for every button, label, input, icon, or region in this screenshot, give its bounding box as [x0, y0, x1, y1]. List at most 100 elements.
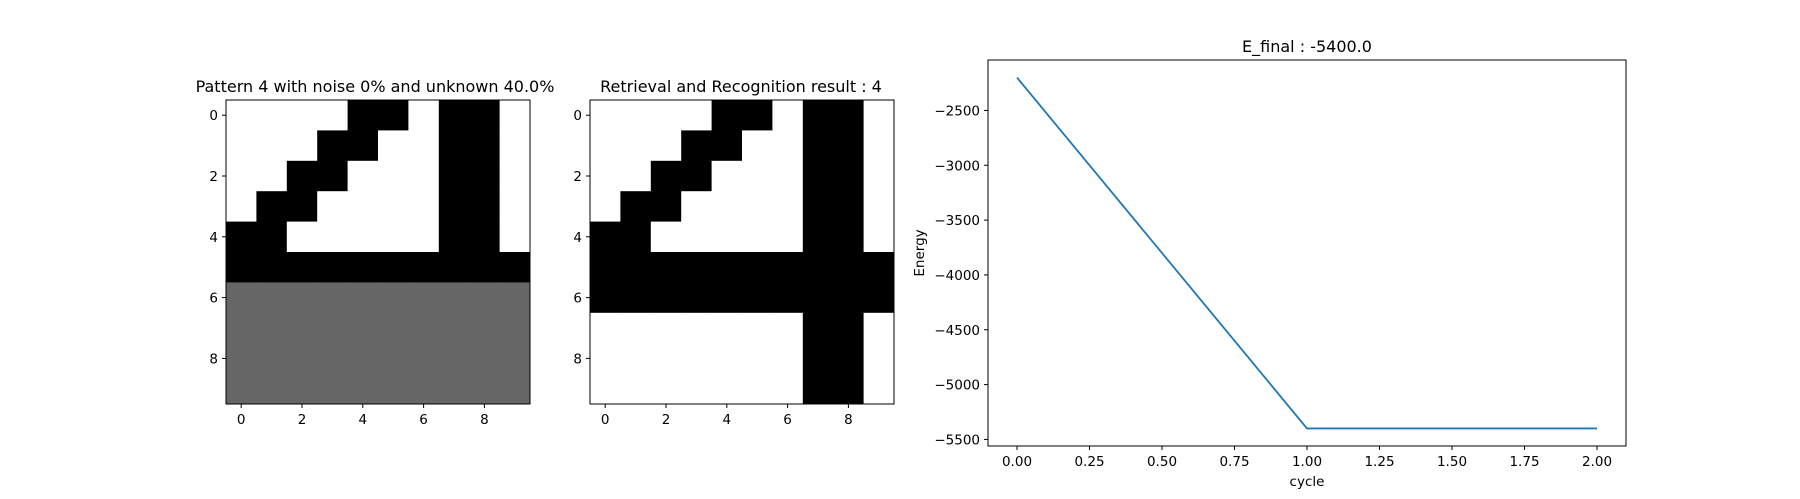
retrieval-cell [833, 252, 864, 283]
retrieval-cell [802, 191, 834, 222]
retrieval-cell [590, 312, 621, 344]
retrieval-cell [681, 282, 712, 314]
retrieval-cell [620, 312, 652, 344]
pattern-cell [347, 343, 379, 374]
pattern-cell [469, 130, 500, 162]
retrieval-cell [863, 221, 895, 253]
retrieval-cell [681, 221, 712, 253]
retrieval-ytick-label: 6 [573, 291, 582, 307]
pattern-cell [499, 282, 531, 314]
pattern-cell [347, 130, 379, 162]
pattern-cell [408, 221, 440, 253]
retrieval-cell [863, 100, 895, 131]
energy-xlabel: cycle [1290, 474, 1325, 490]
pattern-cell [408, 252, 440, 283]
retrieval-cell [802, 282, 834, 314]
pattern-cell [256, 130, 288, 162]
pattern-cell [226, 191, 257, 222]
retrieval-cell [742, 100, 773, 131]
pattern-cell [378, 221, 409, 253]
retrieval-cell [742, 373, 773, 405]
retrieval-cell [772, 373, 804, 405]
pattern-cell [317, 160, 348, 192]
pattern-cell [408, 282, 440, 314]
pattern-panel: Pattern 4 with noise 0% and unknown 40.0… [196, 77, 555, 428]
pattern-cell [347, 100, 379, 131]
pattern-xtick-label: 6 [419, 412, 428, 428]
retrieval-cell [772, 130, 804, 162]
pattern-cell [499, 252, 531, 283]
pattern-cell [347, 373, 379, 405]
pattern-cell [317, 373, 348, 405]
pattern-cell [378, 130, 409, 162]
retrieval-cell [833, 130, 864, 162]
retrieval-cell [833, 160, 864, 192]
retrieval-cell [711, 221, 743, 253]
retrieval-cell [772, 160, 804, 192]
pattern-cell [378, 343, 409, 374]
retrieval-cell [650, 373, 682, 405]
retrieval-cell [802, 160, 834, 192]
retrieval-ytick-label: 0 [573, 108, 582, 124]
pattern-cell [317, 343, 348, 374]
pattern-cell [469, 221, 500, 253]
pattern-cell [438, 252, 470, 283]
pattern-cell [378, 160, 409, 192]
pattern-cell [408, 100, 440, 131]
pattern-cell [378, 191, 409, 222]
retrieval-cell [742, 221, 773, 253]
pattern-cell [286, 373, 318, 405]
retrieval-xtick-label: 6 [783, 412, 792, 428]
retrieval-cell [650, 312, 682, 344]
energy-xtick-label: 2.00 [1582, 454, 1612, 470]
pattern-cell [347, 282, 379, 314]
retrieval-cell [833, 312, 864, 344]
retrieval-cell [742, 282, 773, 314]
retrieval-cell [711, 160, 743, 192]
retrieval-cell [802, 312, 834, 344]
retrieval-cell [802, 221, 834, 253]
retrieval-cell [620, 282, 652, 314]
pattern-cell [469, 343, 500, 374]
pattern-cell [226, 160, 257, 192]
pattern-cell [226, 343, 257, 374]
pattern-cell [438, 312, 470, 344]
retrieval-cell [711, 343, 743, 374]
retrieval-xtick-label: 0 [601, 412, 610, 428]
retrieval-cell [620, 373, 652, 405]
pattern-cell [438, 130, 470, 162]
retrieval-cell [742, 191, 773, 222]
retrieval-ytick-label: 8 [573, 351, 582, 367]
retrieval-cell [772, 221, 804, 253]
retrieval-cell [650, 160, 682, 192]
retrieval-cell [833, 282, 864, 314]
pattern-ytick-label: 0 [209, 108, 218, 124]
retrieval-cell [590, 373, 621, 405]
energy-ytick-label: −4500 [934, 323, 980, 339]
pattern-cell [499, 343, 531, 374]
retrieval-title: Retrieval and Recognition result : 4 [600, 77, 882, 96]
pattern-cell [378, 373, 409, 405]
pattern-cell [256, 221, 288, 253]
retrieval-cell [590, 282, 621, 314]
retrieval-cell [650, 282, 682, 314]
pattern-xtick-label: 8 [480, 412, 489, 428]
pattern-cell [469, 373, 500, 405]
pattern-cell [226, 282, 257, 314]
pattern-cell [438, 373, 470, 405]
energy-ytick-label: −5000 [934, 378, 980, 394]
retrieval-cell [590, 160, 621, 192]
retrieval-cell [711, 282, 743, 314]
retrieval-cell [742, 312, 773, 344]
retrieval-cell [863, 343, 895, 374]
pattern-cell [226, 100, 257, 131]
retrieval-cell [802, 373, 834, 405]
pattern-cell [347, 312, 379, 344]
pattern-cell [286, 160, 318, 192]
retrieval-cell [772, 252, 804, 283]
pattern-cell [286, 282, 318, 314]
pattern-cell [438, 191, 470, 222]
pattern-ytick-label: 2 [209, 169, 218, 185]
energy-title: E_final : -5400.0 [1242, 37, 1372, 57]
pattern-cell [347, 191, 379, 222]
